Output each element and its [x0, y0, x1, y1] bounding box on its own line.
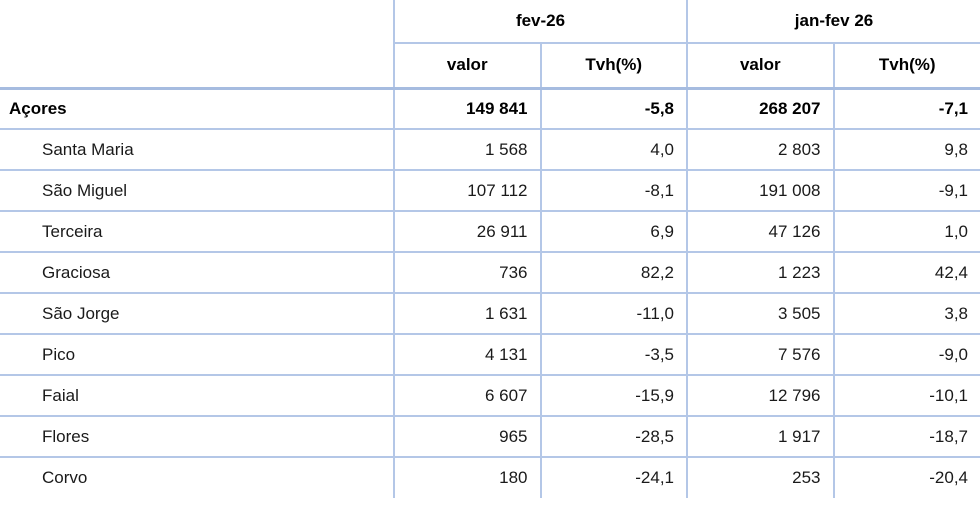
- table-row: Faial 6 607 -15,9 12 796 -10,1: [0, 374, 980, 416]
- row-value: 4 131: [393, 333, 541, 375]
- row-value: -7,1: [832, 86, 980, 129]
- corner-cell: [0, 0, 394, 43]
- row-value: 253: [686, 456, 834, 498]
- row-label: Terceira: [0, 210, 394, 252]
- column-header-valor-1: valor: [393, 43, 541, 88]
- row-value: 4,0: [539, 128, 688, 170]
- row-value: 1 631: [393, 292, 541, 334]
- row-label: Faial: [0, 374, 394, 416]
- row-label: Corvo: [0, 456, 394, 498]
- table-row: São Jorge 1 631 -11,0 3 505 3,8: [0, 292, 980, 334]
- column-group-jan-fev-26: jan-fev 26: [686, 0, 980, 44]
- table-row: Santa Maria 1 568 4,0 2 803 9,8: [0, 128, 980, 170]
- row-value: 47 126: [686, 210, 834, 252]
- table-row: Pico 4 131 -3,5 7 576 -9,0: [0, 333, 980, 375]
- row-value: -9,0: [832, 333, 980, 375]
- row-value: 82,2: [539, 251, 688, 293]
- row-label: São Miguel: [0, 169, 394, 211]
- row-value: -20,4: [832, 456, 980, 498]
- column-header-tvh-1: Tvh(%): [539, 43, 688, 88]
- row-value: 2 803: [686, 128, 834, 170]
- row-value: 1 223: [686, 251, 834, 293]
- table-body: Açores 149 841 -5,8 268 207 -7,1 Santa M…: [0, 86, 980, 498]
- row-label: Açores: [0, 86, 394, 129]
- row-value: -8,1: [539, 169, 688, 211]
- row-value: 736: [393, 251, 541, 293]
- row-value: 965: [393, 415, 541, 457]
- column-header-valor-2: valor: [686, 43, 834, 88]
- row-value: 107 112: [393, 169, 541, 211]
- table-row: São Miguel 107 112 -8,1 191 008 -9,1: [0, 169, 980, 211]
- row-label: Flores: [0, 415, 394, 457]
- row-value: 7 576: [686, 333, 834, 375]
- row-value: 6 607: [393, 374, 541, 416]
- header-group-row: fev-26 jan-fev 26: [0, 0, 980, 44]
- row-value: -10,1: [832, 374, 980, 416]
- corner-cell: [0, 43, 394, 88]
- row-value: 180: [393, 456, 541, 498]
- row-value: 1 568: [393, 128, 541, 170]
- column-group-fev-26: fev-26: [392, 0, 688, 44]
- row-value: 6,9: [539, 210, 688, 252]
- row-value: -9,1: [832, 169, 980, 211]
- row-label: Pico: [0, 333, 394, 375]
- row-value: 191 008: [686, 169, 834, 211]
- header-columns-row: valor Tvh(%) valor Tvh(%): [0, 43, 980, 88]
- column-header-tvh-2: Tvh(%): [832, 43, 980, 88]
- row-value: 1 917: [686, 415, 834, 457]
- table-row: Terceira 26 911 6,9 47 126 1,0: [0, 210, 980, 252]
- row-value: 1,0: [832, 210, 980, 252]
- table-row: Corvo 180 -24,1 253 -20,4: [0, 456, 980, 498]
- row-value: 268 207: [686, 86, 834, 129]
- row-value: -5,8: [539, 86, 688, 129]
- row-value: -3,5: [539, 333, 688, 375]
- row-label: Graciosa: [0, 251, 394, 293]
- row-value: -11,0: [539, 292, 688, 334]
- row-value: 3,8: [832, 292, 980, 334]
- table-row: Flores 965 -28,5 1 917 -18,7: [0, 415, 980, 457]
- row-value: 26 911: [393, 210, 541, 252]
- table-header: fev-26 jan-fev 26 valor Tvh(%) valor Tvh…: [0, 0, 980, 88]
- table-row: Açores 149 841 -5,8 268 207 -7,1: [0, 86, 980, 129]
- row-label: Santa Maria: [0, 128, 394, 170]
- row-value: -28,5: [539, 415, 688, 457]
- row-label: São Jorge: [0, 292, 394, 334]
- row-value: 149 841: [393, 86, 541, 129]
- table-row: Graciosa 736 82,2 1 223 42,4: [0, 251, 980, 293]
- row-value: 12 796: [686, 374, 834, 416]
- row-value: 3 505: [686, 292, 834, 334]
- row-value: -15,9: [539, 374, 688, 416]
- row-value: -24,1: [539, 456, 688, 498]
- row-value: 42,4: [832, 251, 980, 293]
- row-value: -18,7: [832, 415, 980, 457]
- row-value: 9,8: [832, 128, 980, 170]
